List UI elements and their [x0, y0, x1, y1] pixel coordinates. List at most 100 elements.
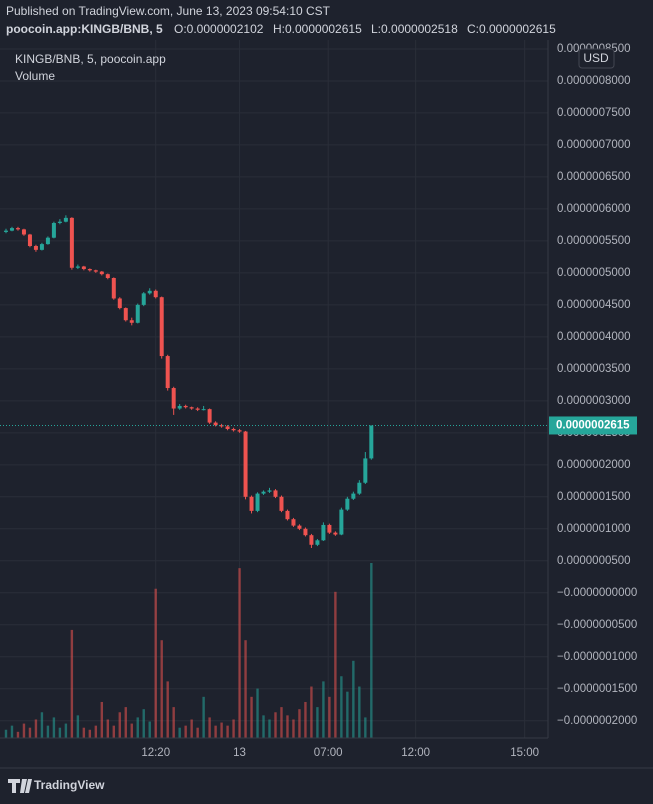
currency-button[interactable] [578, 48, 615, 69]
volume-bar [22, 723, 26, 738]
candle-body [201, 409, 206, 411]
candle-body [111, 277, 116, 299]
candle-body [147, 290, 152, 294]
candle-body [57, 221, 62, 223]
candle-body [81, 266, 86, 270]
volume-bar [340, 676, 343, 738]
volume-bar [106, 719, 110, 738]
currency-label: USD [583, 51, 609, 65]
volume-bar [280, 707, 283, 738]
candle-body [249, 496, 254, 511]
candle-body [117, 298, 122, 309]
volume-bar [256, 688, 259, 738]
candle-body [123, 308, 128, 321]
y-tick-label: 0.0000007500 [557, 107, 631, 119]
volume-bar [16, 731, 20, 738]
candle-body [15, 228, 20, 230]
candle-body [51, 222, 56, 238]
y-tick-label: 0.0000006000 [557, 203, 631, 215]
candle-body [135, 304, 140, 323]
candle-body [207, 409, 212, 423]
candle-layer [0, 215, 548, 548]
candle-body [219, 425, 224, 427]
volume-bar [76, 715, 80, 738]
volume-bar [172, 707, 175, 738]
candle-body [369, 425, 374, 459]
y-tick-label: 0.0000004500 [557, 299, 631, 311]
candle-body [351, 493, 356, 499]
x-tick-label: 15:00 [510, 747, 539, 759]
candle-body [255, 493, 260, 511]
candle-body [33, 246, 38, 250]
y-tick-label: 0.0000004000 [557, 331, 631, 343]
candle-body [231, 428, 236, 431]
volume-bar [118, 712, 121, 738]
volume-bar [208, 717, 211, 738]
volume-bar [178, 727, 181, 738]
candle-body [261, 491, 266, 494]
volume-bar [358, 686, 361, 738]
volume-bar [70, 629, 74, 738]
candle-body [357, 482, 362, 494]
volume-bar [4, 729, 8, 738]
y-tick-label: −0.0000000500 [557, 619, 637, 631]
volume-bar [232, 719, 235, 738]
candle-body [285, 510, 290, 520]
y-tick-label: 0.0000001500 [557, 491, 631, 503]
candle-body [99, 271, 104, 275]
volume-bar [184, 725, 187, 738]
candle-body [291, 519, 296, 526]
candle-body [303, 528, 308, 536]
candle-body [63, 217, 68, 222]
volume-bar [226, 725, 229, 738]
volume-bar [148, 721, 151, 738]
volume-bar [346, 691, 349, 738]
volume-bar [334, 591, 337, 738]
candle-body [273, 490, 278, 497]
ohlc-open: O:0.0000002102 [174, 22, 264, 36]
ohlc-high: H:0.0000002615 [273, 22, 362, 36]
candle-body [183, 405, 188, 408]
volume-bar [10, 725, 14, 738]
candle-body [279, 496, 284, 511]
y-tick-label: 0.0000007000 [557, 139, 631, 151]
volume-bar [328, 696, 331, 738]
y-tick-label: −0.0000001500 [557, 683, 637, 695]
candle-body [195, 408, 200, 410]
volume-layer [4, 563, 373, 738]
volume-bar [268, 719, 271, 738]
candle-body [39, 244, 44, 250]
candle-body [321, 524, 326, 541]
volume-bar [196, 727, 199, 738]
candle-body [3, 230, 8, 232]
volume-bar [316, 707, 319, 738]
volume-bar [214, 725, 217, 738]
y-tick-label: 0.0000003000 [557, 395, 631, 407]
x-tick-label: 12:00 [401, 747, 430, 759]
volume-bar [88, 729, 92, 738]
x-tick-label: 12:20 [141, 747, 170, 759]
candle-body [309, 535, 314, 545]
volume-bar [160, 640, 163, 738]
volume-bar [244, 640, 247, 738]
y-tick-label: 0.0000005000 [557, 267, 631, 279]
candle-body [159, 297, 164, 357]
volume-bar [202, 696, 205, 738]
volume-bar [274, 712, 277, 738]
y-tick-label: 0.0000006500 [557, 171, 631, 183]
candle-body [333, 532, 338, 535]
candle-body [27, 234, 32, 247]
candle-body [21, 229, 26, 235]
volume-bar [112, 725, 115, 738]
candle-body [315, 540, 320, 545]
y-tick-label: 0.0000008000 [557, 75, 631, 87]
candle-body [243, 431, 248, 497]
symbol: poocoin.app:KINGB/BNB, 5 [6, 22, 163, 36]
ohlc-low: L:0.0000002518 [371, 22, 458, 36]
volume-bar [100, 701, 104, 738]
volume-bar [58, 727, 62, 738]
candle-body [213, 422, 218, 426]
volume-bar [40, 712, 44, 738]
candle-body [75, 266, 80, 268]
